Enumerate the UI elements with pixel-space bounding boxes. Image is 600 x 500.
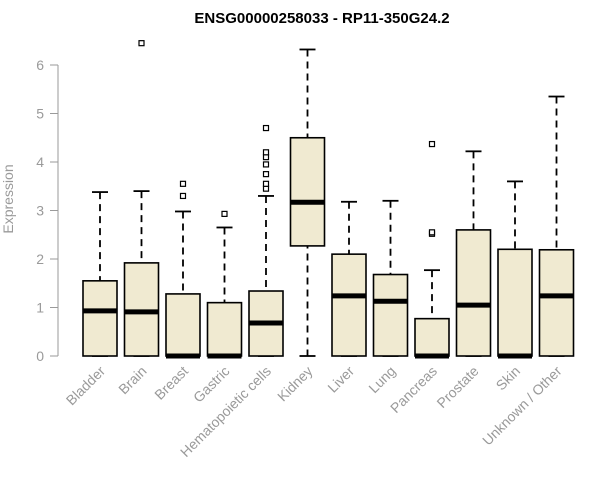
iqr-box [497, 248, 533, 357]
box-series [82, 40, 575, 359]
y-tick-label: 4 [36, 154, 44, 170]
box-bladder [82, 191, 118, 357]
x-tick-label-liver: Liver [324, 363, 357, 396]
iqr-box [165, 293, 201, 357]
box-breast [165, 180, 201, 359]
iqr-box [206, 301, 243, 357]
iqr-box [538, 248, 575, 357]
box-gastric [206, 210, 243, 359]
y-tick-label: 2 [36, 251, 44, 267]
outlier-point [179, 180, 187, 187]
y-tick-label: 0 [36, 348, 44, 364]
outlier-point [262, 185, 270, 192]
iqr-box [331, 253, 367, 357]
x-tick-label-skin: Skin [493, 363, 524, 394]
y-axis: 0 1 2 3 4 5 6 [36, 57, 59, 364]
y-axis-label: Expression [0, 164, 16, 233]
box-brain [123, 40, 160, 357]
iqr-box [289, 136, 326, 247]
iqr-box [414, 317, 450, 357]
outlier-point [138, 40, 145, 47]
x-tick-label-lung: Lung [365, 363, 398, 396]
outlier-point [262, 180, 270, 187]
y-tick-label: 1 [36, 300, 44, 316]
x-tick-label-bladder: Bladder [63, 363, 109, 409]
box-pancreas [414, 140, 450, 359]
outlier-point [428, 229, 436, 236]
box-hematopoietic-cells [248, 124, 284, 357]
outlier-point [262, 171, 270, 178]
iqr-box [372, 273, 409, 357]
outlier-point [179, 192, 187, 200]
outlier-point [262, 161, 270, 168]
outlier-point [262, 124, 270, 132]
x-tick-label-kidney: Kidney [274, 363, 316, 405]
box-kidney [289, 48, 326, 357]
outlier-point [428, 140, 436, 148]
box-lung [372, 199, 409, 357]
x-tick-label-unknown-other: Unknown / Other [479, 363, 565, 449]
iqr-box [455, 229, 492, 357]
y-tick-label: 5 [36, 106, 44, 122]
box-liver [331, 200, 367, 357]
box-prostate [455, 150, 492, 357]
x-tick-label-prostate: Prostate [433, 363, 481, 411]
x-tick-label-breast: Breast [151, 363, 191, 403]
outlier-point [262, 149, 270, 156]
y-tick-label: 3 [36, 203, 44, 219]
x-tick-label-brain: Brain [115, 363, 149, 397]
y-tick-label: 6 [36, 57, 44, 73]
chart-title: ENSG00000258033 - RP11-350G24.2 [194, 10, 449, 27]
box-skin [497, 180, 533, 359]
iqr-box [82, 280, 118, 357]
outlier-point [221, 210, 228, 217]
box-unknown-other [538, 95, 575, 357]
